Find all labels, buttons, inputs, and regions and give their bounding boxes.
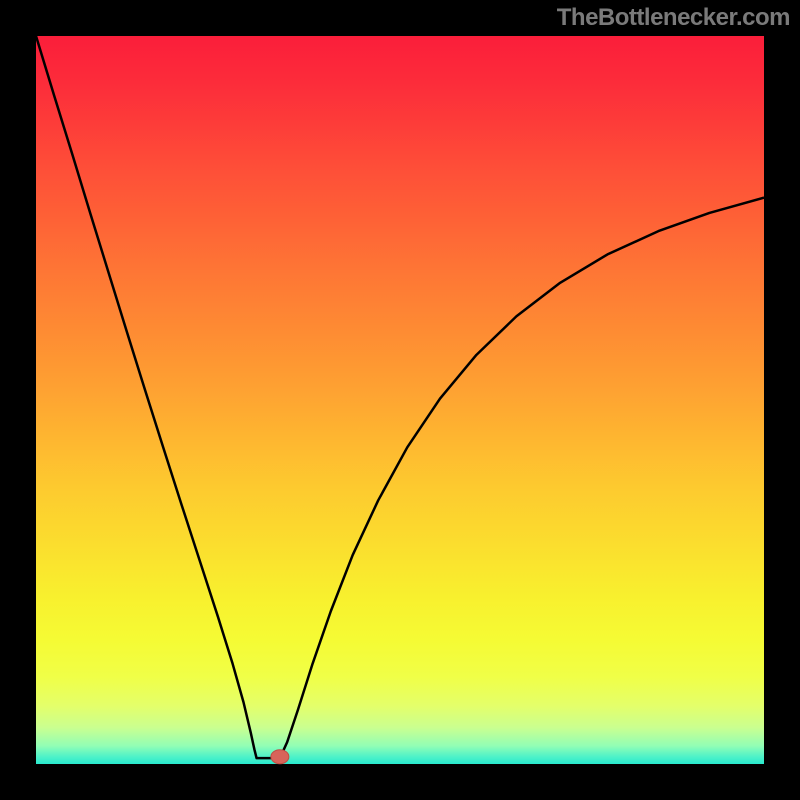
- optimal-point-marker: [271, 750, 289, 764]
- bottleneck-chart: [0, 0, 800, 800]
- chart-container: TheBottlenecker.com: [0, 0, 800, 800]
- watermark-text: TheBottlenecker.com: [557, 4, 790, 32]
